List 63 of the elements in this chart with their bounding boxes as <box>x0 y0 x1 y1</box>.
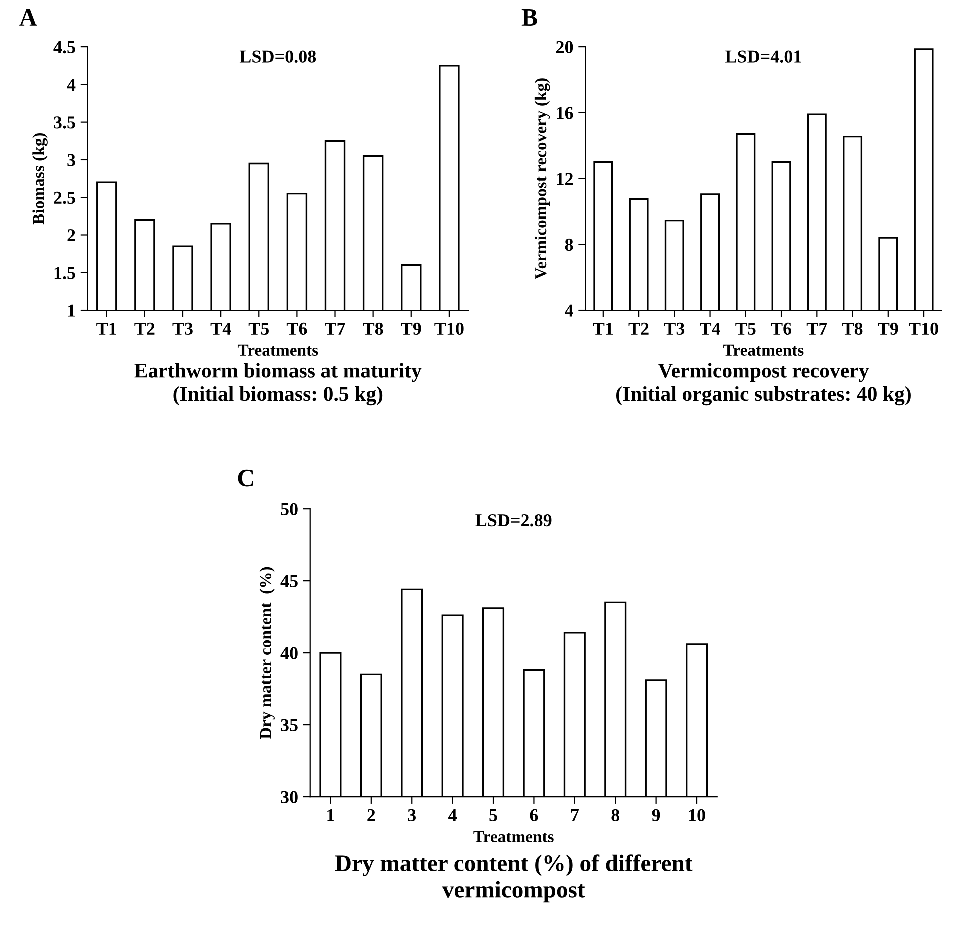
chart-title: LSD=0.08 <box>240 50 316 63</box>
text: C <box>238 470 254 487</box>
x-tick-label: 9 <box>652 809 660 822</box>
x-tick-label: T3 <box>664 322 685 336</box>
x-tick-label: 3 <box>408 809 416 822</box>
x-axis-title: Treatments <box>474 831 554 842</box>
y-tick-label: 8 <box>565 238 574 252</box>
x-tick-label: T8 <box>363 322 384 336</box>
y-tick-label: 3.5 <box>54 116 76 129</box>
x-tick-label: T1 <box>96 322 116 335</box>
x-tick-label: 1 <box>328 809 334 822</box>
x-tick-label: 7 <box>571 810 579 822</box>
y-tick-label: 2.5 <box>54 192 76 204</box>
x-tick-label: T7 <box>325 323 346 335</box>
y-tick-label: 30 <box>281 791 298 804</box>
y-tick-label: 45 <box>280 575 298 588</box>
x-tick-label: T7 <box>806 323 828 335</box>
x-tick-label: 2 <box>368 809 376 822</box>
x-tick-label: T9 <box>401 322 422 336</box>
text: Vermicompost recovery (Initial organic substrates: 40 kg) <box>616 363 911 406</box>
x-tick-label: T5 <box>736 323 756 336</box>
text: A <box>20 9 38 26</box>
x-tick-label: T5 <box>248 323 270 336</box>
x-tick-label: T10 <box>909 322 938 336</box>
y-tick-label: 2 <box>68 230 76 242</box>
x-tick-label: 5 <box>490 810 498 822</box>
x-tick-label: T10 <box>434 322 464 336</box>
x-tick-label: T6 <box>286 322 308 336</box>
x-axis-title: Treatments <box>238 344 318 356</box>
y-tick-label: 1 <box>68 304 76 317</box>
x-tick-label: T3 <box>172 322 193 336</box>
y-tick-label: 12 <box>557 173 574 186</box>
chart-title: LSD=4.01 <box>726 50 802 63</box>
x-tick-label: 10 <box>689 809 706 822</box>
text: B <box>522 10 538 26</box>
x-tick-label: 4 <box>448 809 457 822</box>
x-tick-label: T2 <box>134 322 155 335</box>
y-tick-label: 4 <box>67 79 76 91</box>
x-axis-title: Treatments <box>724 344 804 356</box>
y-axis-title: Biomass (kg) <box>32 133 48 225</box>
y-tick-label: 1.5 <box>54 267 76 280</box>
y-tick-label: 4.5 <box>54 41 76 54</box>
text: Dry matter content (%) of different vermicompost <box>335 854 693 903</box>
y-tick-label: 35 <box>281 719 298 732</box>
x-tick-label: T1 <box>593 322 614 335</box>
y-tick-label: 4 <box>565 304 574 317</box>
x-tick-label: 6 <box>530 809 538 822</box>
y-tick-label: 50 <box>281 503 298 516</box>
x-tick-label: T8 <box>842 322 863 336</box>
x-tick-label: 8 <box>612 809 620 822</box>
text: Earthworm biomass at maturity (Initial biomass: 0.5 kg) <box>134 363 422 406</box>
y-tick-label: 3 <box>68 154 76 166</box>
x-tick-label: T4 <box>210 322 232 335</box>
y-axis-title: Dry matter content (%) <box>260 567 275 740</box>
y-tick-label: 40 <box>280 647 298 660</box>
y-tick-label: 20 <box>556 41 574 54</box>
y-axis-title: Vermicompost recovery (kg) <box>534 78 550 280</box>
x-tick-label: T9 <box>878 322 898 336</box>
y-tick-label: 16 <box>557 107 574 120</box>
x-tick-label: T6 <box>771 322 792 336</box>
x-tick-label: T4 <box>700 322 720 335</box>
x-tick-label: T2 <box>628 322 649 335</box>
chart-title: LSD=2.89 <box>476 514 552 527</box>
